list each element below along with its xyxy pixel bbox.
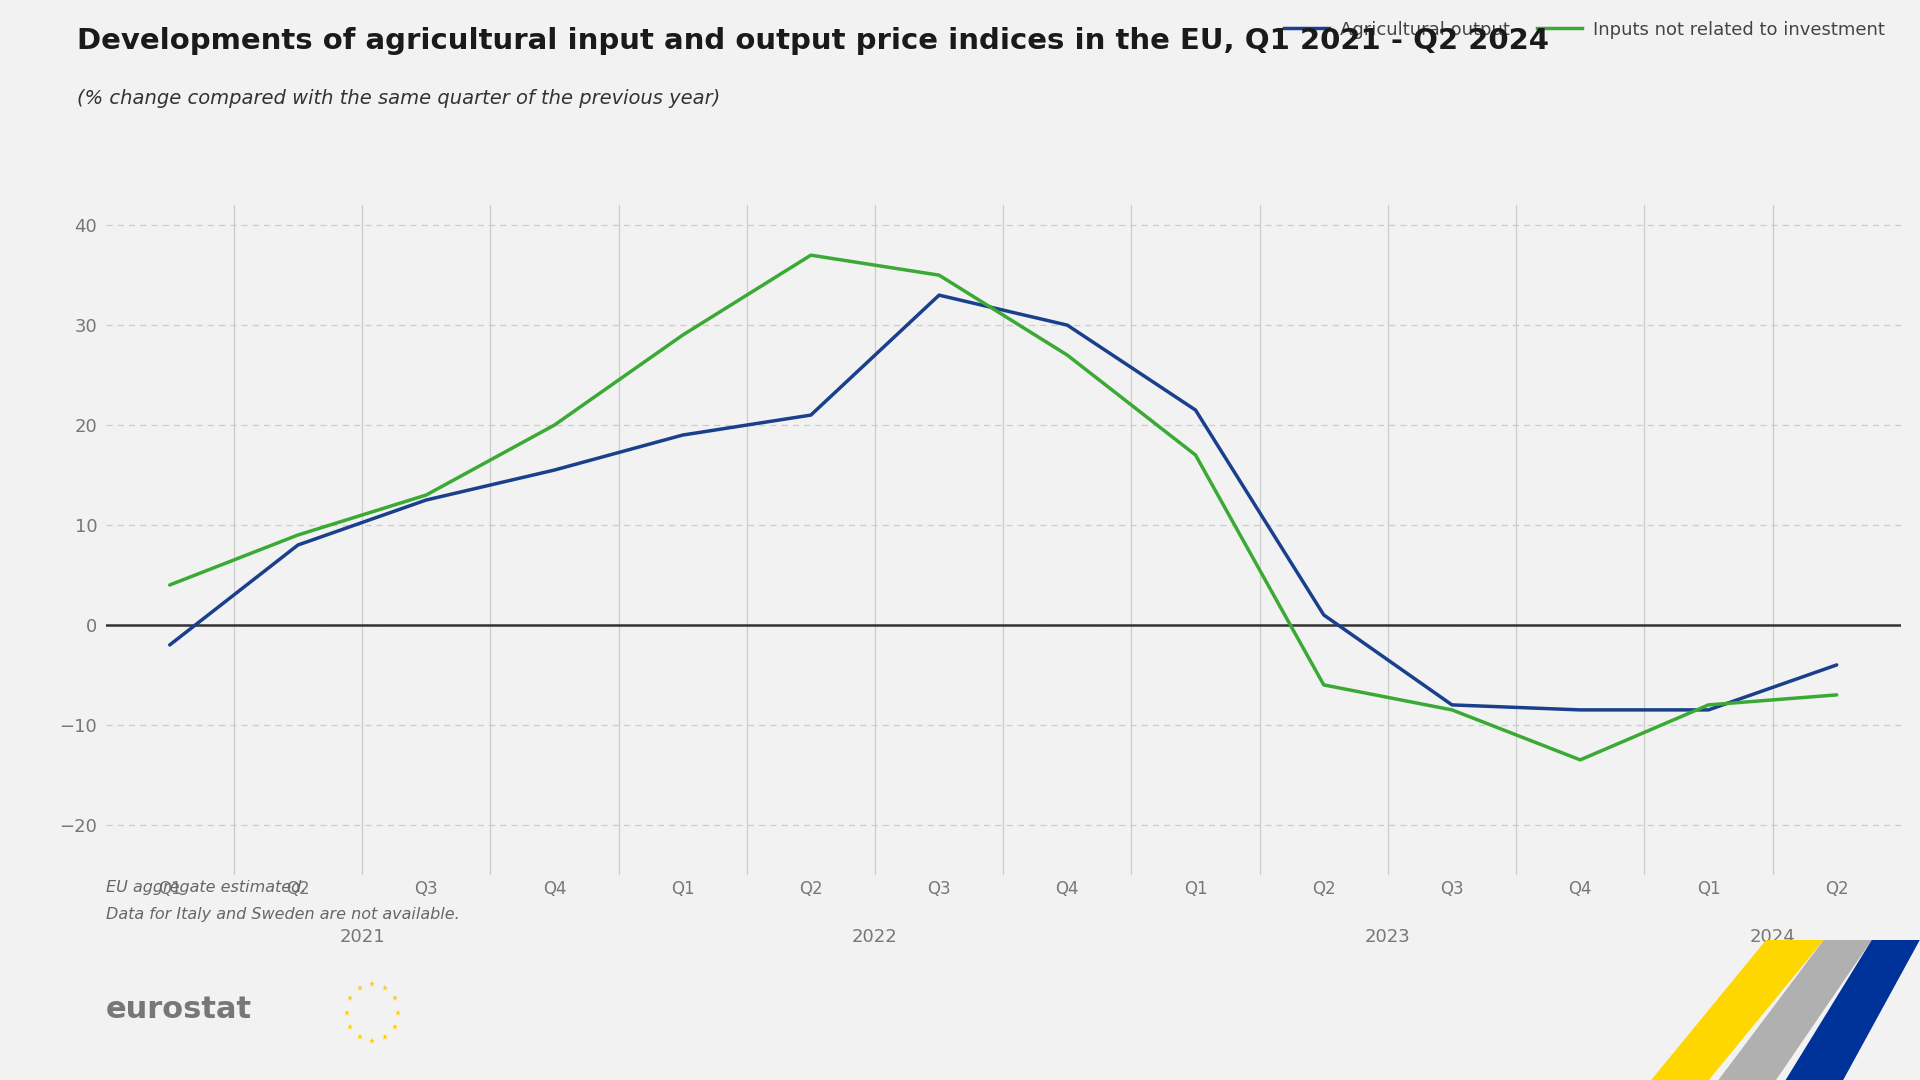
Polygon shape [1718,940,1872,1080]
Text: 2024: 2024 [1749,928,1795,946]
Text: Data for Italy and Sweden are not available.: Data for Italy and Sweden are not availa… [106,907,459,922]
Text: (% change compared with the same quarter of the previous year): (% change compared with the same quarter… [77,89,720,108]
Text: 2022: 2022 [852,928,899,946]
Legend: Agricultural output, Inputs not related to investment: Agricultural output, Inputs not related … [1277,13,1891,45]
Text: 2023: 2023 [1365,928,1411,946]
Text: Developments of agricultural input and output price indices in the EU, Q1 2021 -: Developments of agricultural input and o… [77,27,1549,55]
Text: eurostat: eurostat [106,996,252,1024]
Text: 2021: 2021 [340,928,384,946]
Text: EU aggregate estimated.: EU aggregate estimated. [106,880,305,895]
Polygon shape [1651,940,1824,1080]
Polygon shape [1786,940,1920,1080]
